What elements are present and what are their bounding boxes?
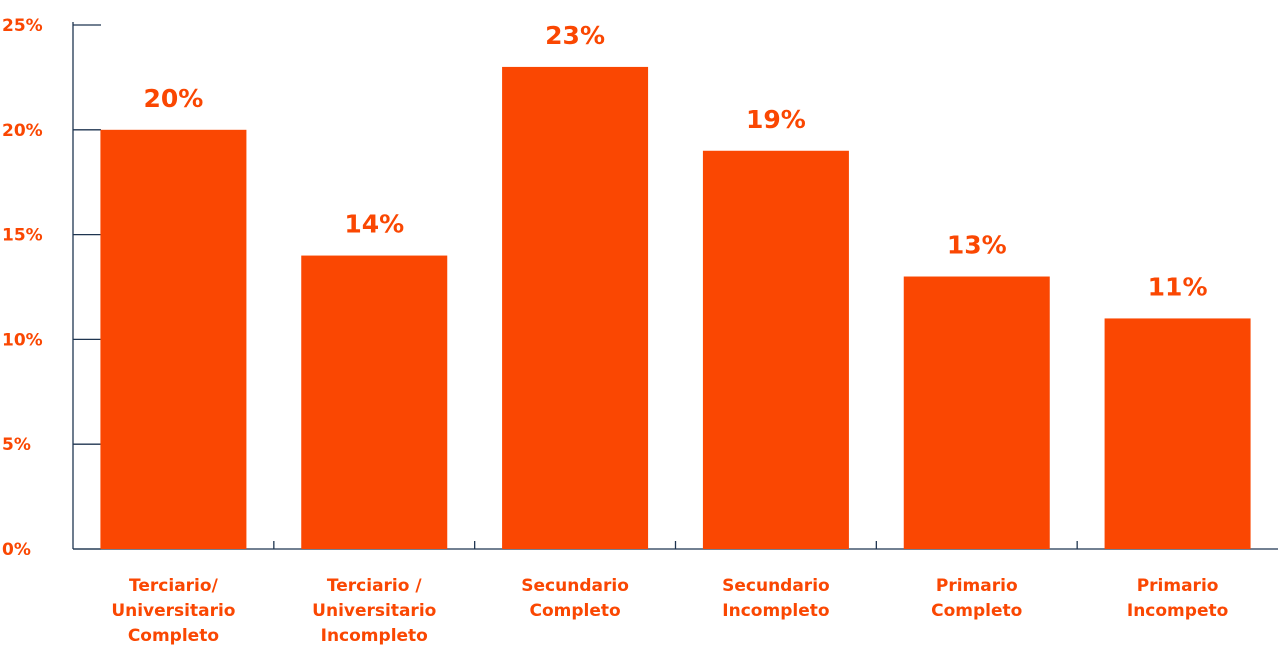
category-label: Terciario / Universitario Incompleto <box>312 576 436 646</box>
bar <box>502 66 649 550</box>
x-axis <box>73 541 1278 550</box>
category-label-line: Universitario <box>111 601 235 621</box>
bar <box>1104 318 1251 549</box>
y-tick-label: 15% <box>2 226 43 246</box>
data-label: 13% <box>947 231 1007 260</box>
y-tick-label: 5% <box>2 435 31 455</box>
category-label-line: Primario <box>936 576 1018 596</box>
category-label: Secundario Completo <box>521 576 629 621</box>
category-label-line: Incompeto <box>1127 601 1228 621</box>
category-label-line: Incompleto <box>722 601 829 621</box>
bar <box>100 129 247 550</box>
category-label-line: Completo <box>931 601 1022 621</box>
category-label-line: Secundario <box>722 576 830 596</box>
y-tick-label: 10% <box>2 330 43 350</box>
category-label-line: Universitario <box>312 601 436 621</box>
category-label-line: Completo <box>128 626 219 646</box>
data-label: 19% <box>746 105 806 134</box>
y-tick-label: 20% <box>2 121 43 141</box>
category-label-line: Secundario <box>521 576 629 596</box>
data-label: 14% <box>344 210 404 239</box>
category-label-line: Incompleto <box>321 626 428 646</box>
data-label: 23% <box>545 21 605 50</box>
category-label-line: Primario <box>1137 576 1219 596</box>
category-label-line: Terciario / <box>327 576 422 596</box>
category-label-line: Completo <box>529 601 620 621</box>
data-labels: 20% 14% 23% 19% 13% 11% <box>143 21 1207 302</box>
data-label: 11% <box>1148 272 1208 301</box>
y-axis: 0% 5% 10% 15% 20% 25% <box>2 16 101 560</box>
y-tick-label: 0% <box>2 540 31 560</box>
category-label: Secundario Incompleto <box>722 576 830 621</box>
bar <box>702 150 849 549</box>
category-labels: Terciario/Universitario CompletoTerciario… <box>111 576 1228 646</box>
bar <box>903 276 1050 549</box>
bars <box>100 66 1251 550</box>
y-tick-label: 25% <box>2 16 43 36</box>
category-label-line: Terciario/ <box>129 576 219 596</box>
category-label: Primario Incompeto <box>1127 576 1228 621</box>
category-label: Terciario/Universitario Completo <box>111 576 235 646</box>
data-label: 20% <box>143 84 203 113</box>
bar <box>301 255 448 549</box>
category-label: Primario Completo <box>931 576 1022 621</box>
